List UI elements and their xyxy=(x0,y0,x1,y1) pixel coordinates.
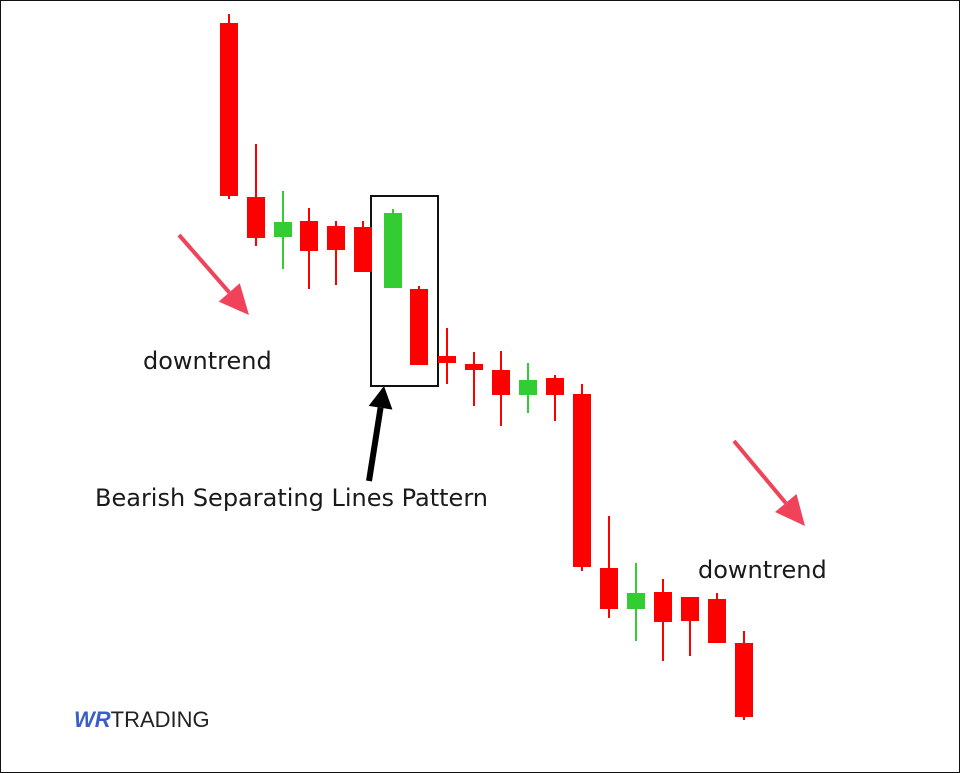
logo-text: TRADING xyxy=(110,707,210,732)
candle-body-bearish xyxy=(300,221,318,251)
candle-body-bearish xyxy=(573,394,591,567)
candle-body-bullish xyxy=(384,213,402,288)
candle-body-bearish xyxy=(735,643,753,717)
candle-body-bearish xyxy=(354,227,372,272)
logo-mark: WR xyxy=(74,707,111,732)
candle-body-bearish xyxy=(708,599,726,643)
wr-trading-logo: WRTRADING xyxy=(74,707,210,733)
candle-body-bullish xyxy=(519,380,537,395)
trend-arrow-right-head xyxy=(775,494,805,526)
candle-body-bearish xyxy=(465,364,483,370)
downtrend-label-left: downtrend xyxy=(143,347,272,375)
candle-body-bearish xyxy=(654,592,672,622)
candle-body-bearish xyxy=(220,23,238,196)
candle-body-bullish xyxy=(627,593,645,609)
candle-body-bearish xyxy=(438,356,456,363)
pointer-arrow-head xyxy=(368,386,393,410)
candle-body-bearish xyxy=(247,197,265,238)
downtrend-label-right: downtrend xyxy=(698,556,827,584)
pointer-arrow-shaft xyxy=(366,407,384,482)
pattern-label: Bearish Separating Lines Pattern xyxy=(95,484,488,512)
trend-arrow-left-shaft xyxy=(177,233,231,294)
candle-body-bearish xyxy=(546,378,564,395)
candle-body-bearish xyxy=(492,370,510,395)
trend-arrow-left-head xyxy=(218,283,249,315)
candle-body-bearish xyxy=(600,568,618,609)
candle-body-bearish xyxy=(327,226,345,250)
candle-body-bearish xyxy=(410,289,428,365)
trend-arrow-right-shaft xyxy=(732,439,788,505)
candle-body-bearish xyxy=(681,597,699,621)
candle-body-bullish xyxy=(274,222,292,237)
pattern-highlight-box xyxy=(370,195,439,387)
